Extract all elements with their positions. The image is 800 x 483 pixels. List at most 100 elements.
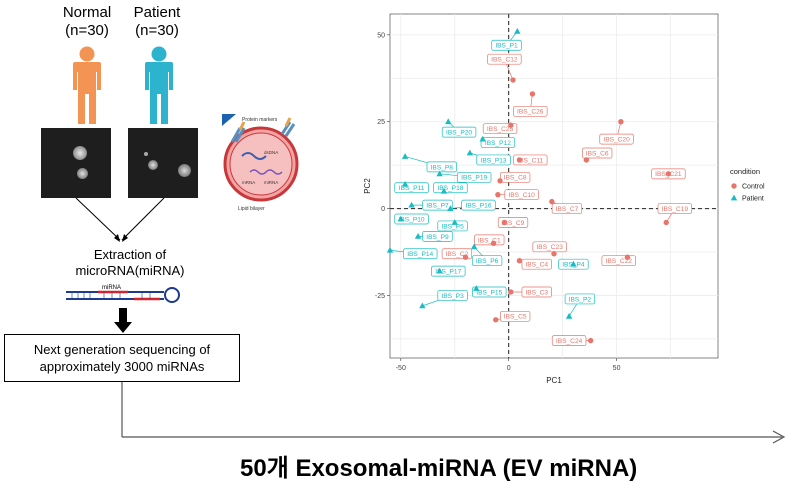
x-axis-label: PC1 xyxy=(546,376,562,385)
footer-title: 50개 Exosomal-miRNA (EV miRNA) xyxy=(240,455,638,482)
mrna-label: mRNA xyxy=(242,180,255,185)
mirna-label-exosome: miRNA xyxy=(264,180,278,185)
patient-point xyxy=(436,170,443,177)
point-label-box xyxy=(599,133,634,145)
control-point xyxy=(516,258,523,264)
point-label-box xyxy=(472,286,507,298)
point-label: IBS_C5 xyxy=(504,314,527,321)
point-label-box xyxy=(491,39,522,51)
point-label-box xyxy=(513,154,548,166)
point-label: IBS_C1 xyxy=(478,237,501,244)
point-label: IBS_P6 xyxy=(476,258,499,265)
point-label: IBS_P9 xyxy=(426,234,449,241)
point-label-box xyxy=(504,189,539,201)
control-point xyxy=(663,219,669,226)
point-label: IBS_C22 xyxy=(606,258,633,265)
patient-point xyxy=(445,118,452,125)
point-label-box xyxy=(487,53,522,65)
legend-control-marker xyxy=(731,183,737,189)
point-label: IBS_P7 xyxy=(426,203,449,210)
point-label-box xyxy=(426,161,457,173)
ngs-line-1: Next generation sequencing of xyxy=(33,342,211,357)
patient-point xyxy=(473,285,480,291)
normal-exosome-micrograph xyxy=(41,128,111,198)
point-label-box xyxy=(551,203,583,214)
protein-markers-label: Protein markers xyxy=(242,117,278,123)
point-label: IBS_C3 xyxy=(525,289,548,296)
control-point xyxy=(618,119,624,125)
patient-point xyxy=(565,312,573,319)
point-label: IBS_P3 xyxy=(441,293,464,300)
point-label-box xyxy=(441,126,477,138)
point-label-box xyxy=(403,248,438,260)
patient-point xyxy=(408,201,415,208)
control-point xyxy=(462,254,469,260)
normal-name: Normal xyxy=(62,4,112,21)
patient-point xyxy=(466,149,474,156)
patient-point xyxy=(401,180,409,187)
patient-point xyxy=(514,27,521,34)
mirna-hairpin-diagram: miRNA xyxy=(66,285,180,303)
point-label-box xyxy=(422,231,453,242)
control-point xyxy=(624,254,631,260)
control-point xyxy=(529,91,536,97)
point-label-box xyxy=(471,255,503,267)
control-point xyxy=(665,171,672,177)
legend-entry-label: Control xyxy=(742,184,765,191)
point-label: IBS_P2 xyxy=(569,296,592,303)
control-point xyxy=(497,178,503,184)
x-tick-label: -50 xyxy=(396,365,406,372)
ngs-box: Next generation sequencing of approximat… xyxy=(4,334,240,382)
point-label: IBS_C20 xyxy=(603,136,630,143)
control-point xyxy=(549,198,555,205)
point-label-box xyxy=(480,137,516,148)
point-label-box xyxy=(521,286,552,298)
point-label: IBS_C7 xyxy=(556,206,579,213)
point-label: IBS_P18 xyxy=(437,185,463,192)
y-axis-label: PC2 xyxy=(363,178,372,194)
control-point xyxy=(551,251,557,257)
mirna-hairpin-label: miRNA xyxy=(102,285,121,291)
point-label-box xyxy=(551,335,587,346)
point-label: IBS_C8 xyxy=(504,175,527,182)
point-label: IBS_P17 xyxy=(435,269,461,276)
point-label-box xyxy=(456,171,492,183)
point-label-box xyxy=(500,171,531,183)
control-point xyxy=(508,289,514,295)
point-label: IBS_C23 xyxy=(536,244,563,251)
point-label: IBS_P8 xyxy=(431,164,454,171)
chart-points xyxy=(386,27,672,344)
control-point xyxy=(493,317,499,323)
extraction-text: Extraction of microRNA(miRNA) xyxy=(50,247,210,279)
point-label: IBS_P10 xyxy=(399,216,425,223)
extraction-line-1: Extraction of xyxy=(93,247,167,262)
patient-point xyxy=(479,135,486,142)
chart-point-labels: IBS_C12 IBS_C26 IBS_C25 IBS_C20 IBS_C6 IBS_C1… xyxy=(389,31,693,346)
point-label-box xyxy=(437,220,468,232)
x-tick-label: 0 xyxy=(507,365,511,372)
patient-point xyxy=(386,246,394,253)
flow-arrow xyxy=(121,382,786,444)
control-point xyxy=(510,77,516,83)
control-point xyxy=(490,240,497,247)
patient-point xyxy=(470,243,478,250)
extraction-line-2: microRNA(miRNA) xyxy=(75,263,185,278)
legend-entry-label: Patient xyxy=(742,196,764,203)
y-tick-label: -25 xyxy=(375,293,385,300)
lipid-bilayer-label: Lipid bilayer xyxy=(238,206,265,212)
control-point xyxy=(587,337,594,344)
point-label: IBS_P1 xyxy=(495,43,518,50)
point-label: IBS_C2 xyxy=(446,251,469,258)
ngs-line-2: approximately 3000 miRNAs xyxy=(39,359,205,374)
point-label: IBS_C26 xyxy=(517,109,544,116)
point-label: IBS_P12 xyxy=(485,140,511,147)
dsdna-label: dsDNA xyxy=(264,150,278,155)
point-label: IBS_C25 xyxy=(487,126,514,133)
point-label-box xyxy=(476,154,511,166)
point-label-box xyxy=(500,310,531,322)
point-label: IBS_P5 xyxy=(441,223,464,230)
patient-name: Patient xyxy=(133,4,181,21)
normal-count: (n=30) xyxy=(65,22,109,39)
legend-patient-marker xyxy=(730,194,738,201)
point-label: IBS_P16 xyxy=(465,203,491,210)
